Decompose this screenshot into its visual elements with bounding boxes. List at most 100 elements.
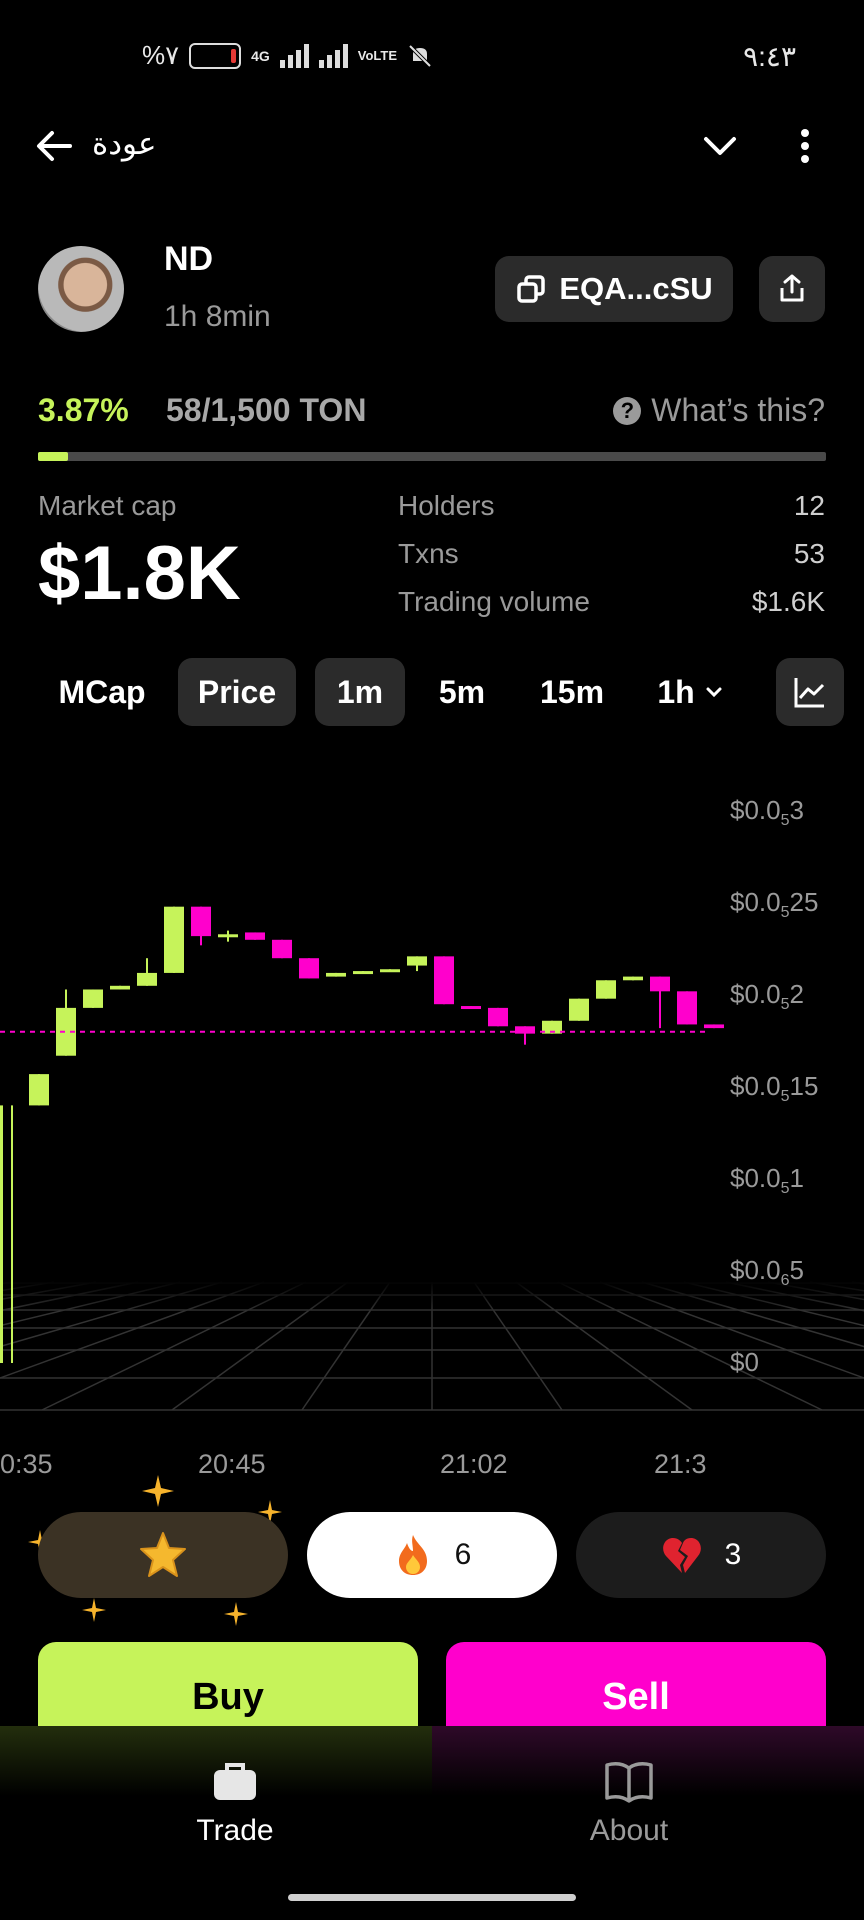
candle-body (380, 969, 400, 973)
token-avatar (38, 246, 124, 332)
tab-1h-label: 1h (657, 673, 695, 710)
star-icon (140, 1532, 186, 1577)
candle-body (245, 932, 265, 940)
tab-1h-dropdown[interactable]: 1h (640, 658, 740, 726)
candle-body (110, 985, 130, 990)
y-tick-label: $0 (730, 1347, 759, 1377)
x-axis-labels: 0:35 20:45 21:02 21:3 (0, 1449, 707, 1479)
chevron-down-icon[interactable] (700, 126, 740, 166)
mute-icon (408, 44, 432, 67)
battery-percent: %٧ (142, 40, 180, 70)
price-chart[interactable]: $0.053$0.0525$0.052$0.0515$0.051$0.065$0… (0, 760, 864, 1480)
volume-label: Trading volume (398, 586, 590, 617)
candle-body (353, 971, 373, 975)
market-cap-label: Market cap (38, 490, 177, 521)
txns-value: 53 (793, 538, 825, 569)
x-tick-label: 21:3 (654, 1449, 707, 1479)
fire-reaction-button[interactable]: 6 (307, 1512, 557, 1598)
candle-body (461, 1006, 481, 1010)
y-tick-label: $0.0515 (730, 1071, 818, 1105)
candle-body (434, 956, 454, 1005)
briefcase-icon (214, 1763, 256, 1800)
volume-value: $1.6K (751, 586, 825, 617)
candle-body (623, 976, 643, 981)
candle-body (137, 972, 157, 986)
x-tick-label: 0:35 (0, 1449, 53, 1479)
x-tick-label: 21:02 (440, 1449, 508, 1479)
candle-body (326, 972, 346, 977)
help-icon: ? (613, 396, 642, 425)
chevron-down-icon (706, 687, 722, 698)
signal-icon-2 (318, 43, 348, 68)
candle-body (488, 1007, 508, 1027)
candle-body (299, 958, 319, 979)
candle-body (56, 1007, 76, 1056)
candle-body (704, 1024, 724, 1029)
network-type: 4G (251, 47, 270, 64)
progress-percent: 3.87% (38, 392, 129, 428)
holders-label: Holders (398, 490, 495, 521)
status-bar: %٧ 4G VoLTE ٩:٤٣ (0, 0, 864, 110)
nav-about-label: About (589, 1814, 669, 1847)
more-vertical-icon[interactable] (785, 126, 825, 166)
signal-icon (279, 43, 309, 68)
nav-trade-label: Trade (196, 1814, 274, 1847)
txns-label: Txns (398, 538, 459, 569)
tab-mcap[interactable]: MCap (58, 673, 146, 710)
candle-body (407, 956, 427, 966)
progress-fill (38, 452, 69, 461)
holders-value: 12 (793, 490, 825, 521)
copy-icon (517, 275, 546, 303)
tab-5m[interactable]: 5m (438, 673, 486, 710)
home-indicator (288, 1894, 576, 1901)
bonding-progress-bar (38, 452, 826, 461)
y-tick-label: $0.065 (730, 1255, 804, 1289)
market-cap-value: $1.8K (38, 531, 241, 616)
tab-1m[interactable]: 1m (315, 658, 405, 726)
token-name: ND (164, 240, 214, 278)
tab-price[interactable]: Price (178, 658, 296, 726)
broken-heart-icon (662, 1538, 701, 1573)
x-tick-label: 20:45 (198, 1449, 266, 1479)
favorite-button[interactable] (38, 1512, 288, 1598)
candle-body (542, 1020, 562, 1034)
candle-body (650, 976, 670, 992)
candle-body (29, 1074, 49, 1106)
token-address: EQA...cSU (559, 271, 713, 306)
sell-glow (432, 1726, 864, 1796)
broken-heart-count: 3 (724, 1538, 742, 1571)
clock: ٩:٤٣ (743, 41, 796, 72)
chart-type-button[interactable] (776, 658, 844, 726)
candle-body (596, 980, 616, 999)
share-button[interactable] (759, 256, 825, 322)
nav-trade[interactable]: Trade (135, 1760, 335, 1848)
y-axis-labels: $0.053 $0.0525 $0.052 $0.0515 $0.051 $0.065 $0 (730, 795, 818, 1377)
candle-body (272, 939, 292, 959)
tab-15m[interactable]: 15m (539, 673, 605, 710)
candle-body (164, 906, 184, 973)
candle-body (83, 989, 103, 1008)
back-label[interactable]: عودة (92, 126, 157, 161)
back-arrow-icon[interactable] (34, 126, 74, 166)
battery-icon (189, 42, 242, 69)
grid-fade (0, 1280, 864, 1410)
fire-count: 6 (454, 1538, 472, 1571)
y-tick-label: $0.051 (730, 1163, 804, 1197)
whats-this-link[interactable]: ? What’s this? (613, 392, 825, 429)
candle-body (0, 1105, 3, 1363)
candle-body (569, 998, 589, 1021)
y-tick-label: $0.052 (730, 979, 804, 1013)
candle-body (218, 934, 238, 938)
candles (0, 906, 724, 1363)
broken-heart-reaction-button[interactable]: 3 (576, 1512, 826, 1598)
y-tick-label: $0.0525 (730, 887, 818, 921)
candle-body (191, 906, 211, 937)
copy-address-button[interactable]: EQA...cSU (495, 256, 733, 322)
volte-icon: VoLTE (357, 47, 398, 63)
whats-this-label: What’s this? (651, 392, 825, 428)
line-chart-icon (794, 678, 825, 708)
share-icon (780, 274, 804, 302)
raised-amount: 58/1,500 TON (166, 392, 367, 428)
book-icon (605, 1762, 653, 1803)
nav-about[interactable]: About (529, 1760, 729, 1848)
